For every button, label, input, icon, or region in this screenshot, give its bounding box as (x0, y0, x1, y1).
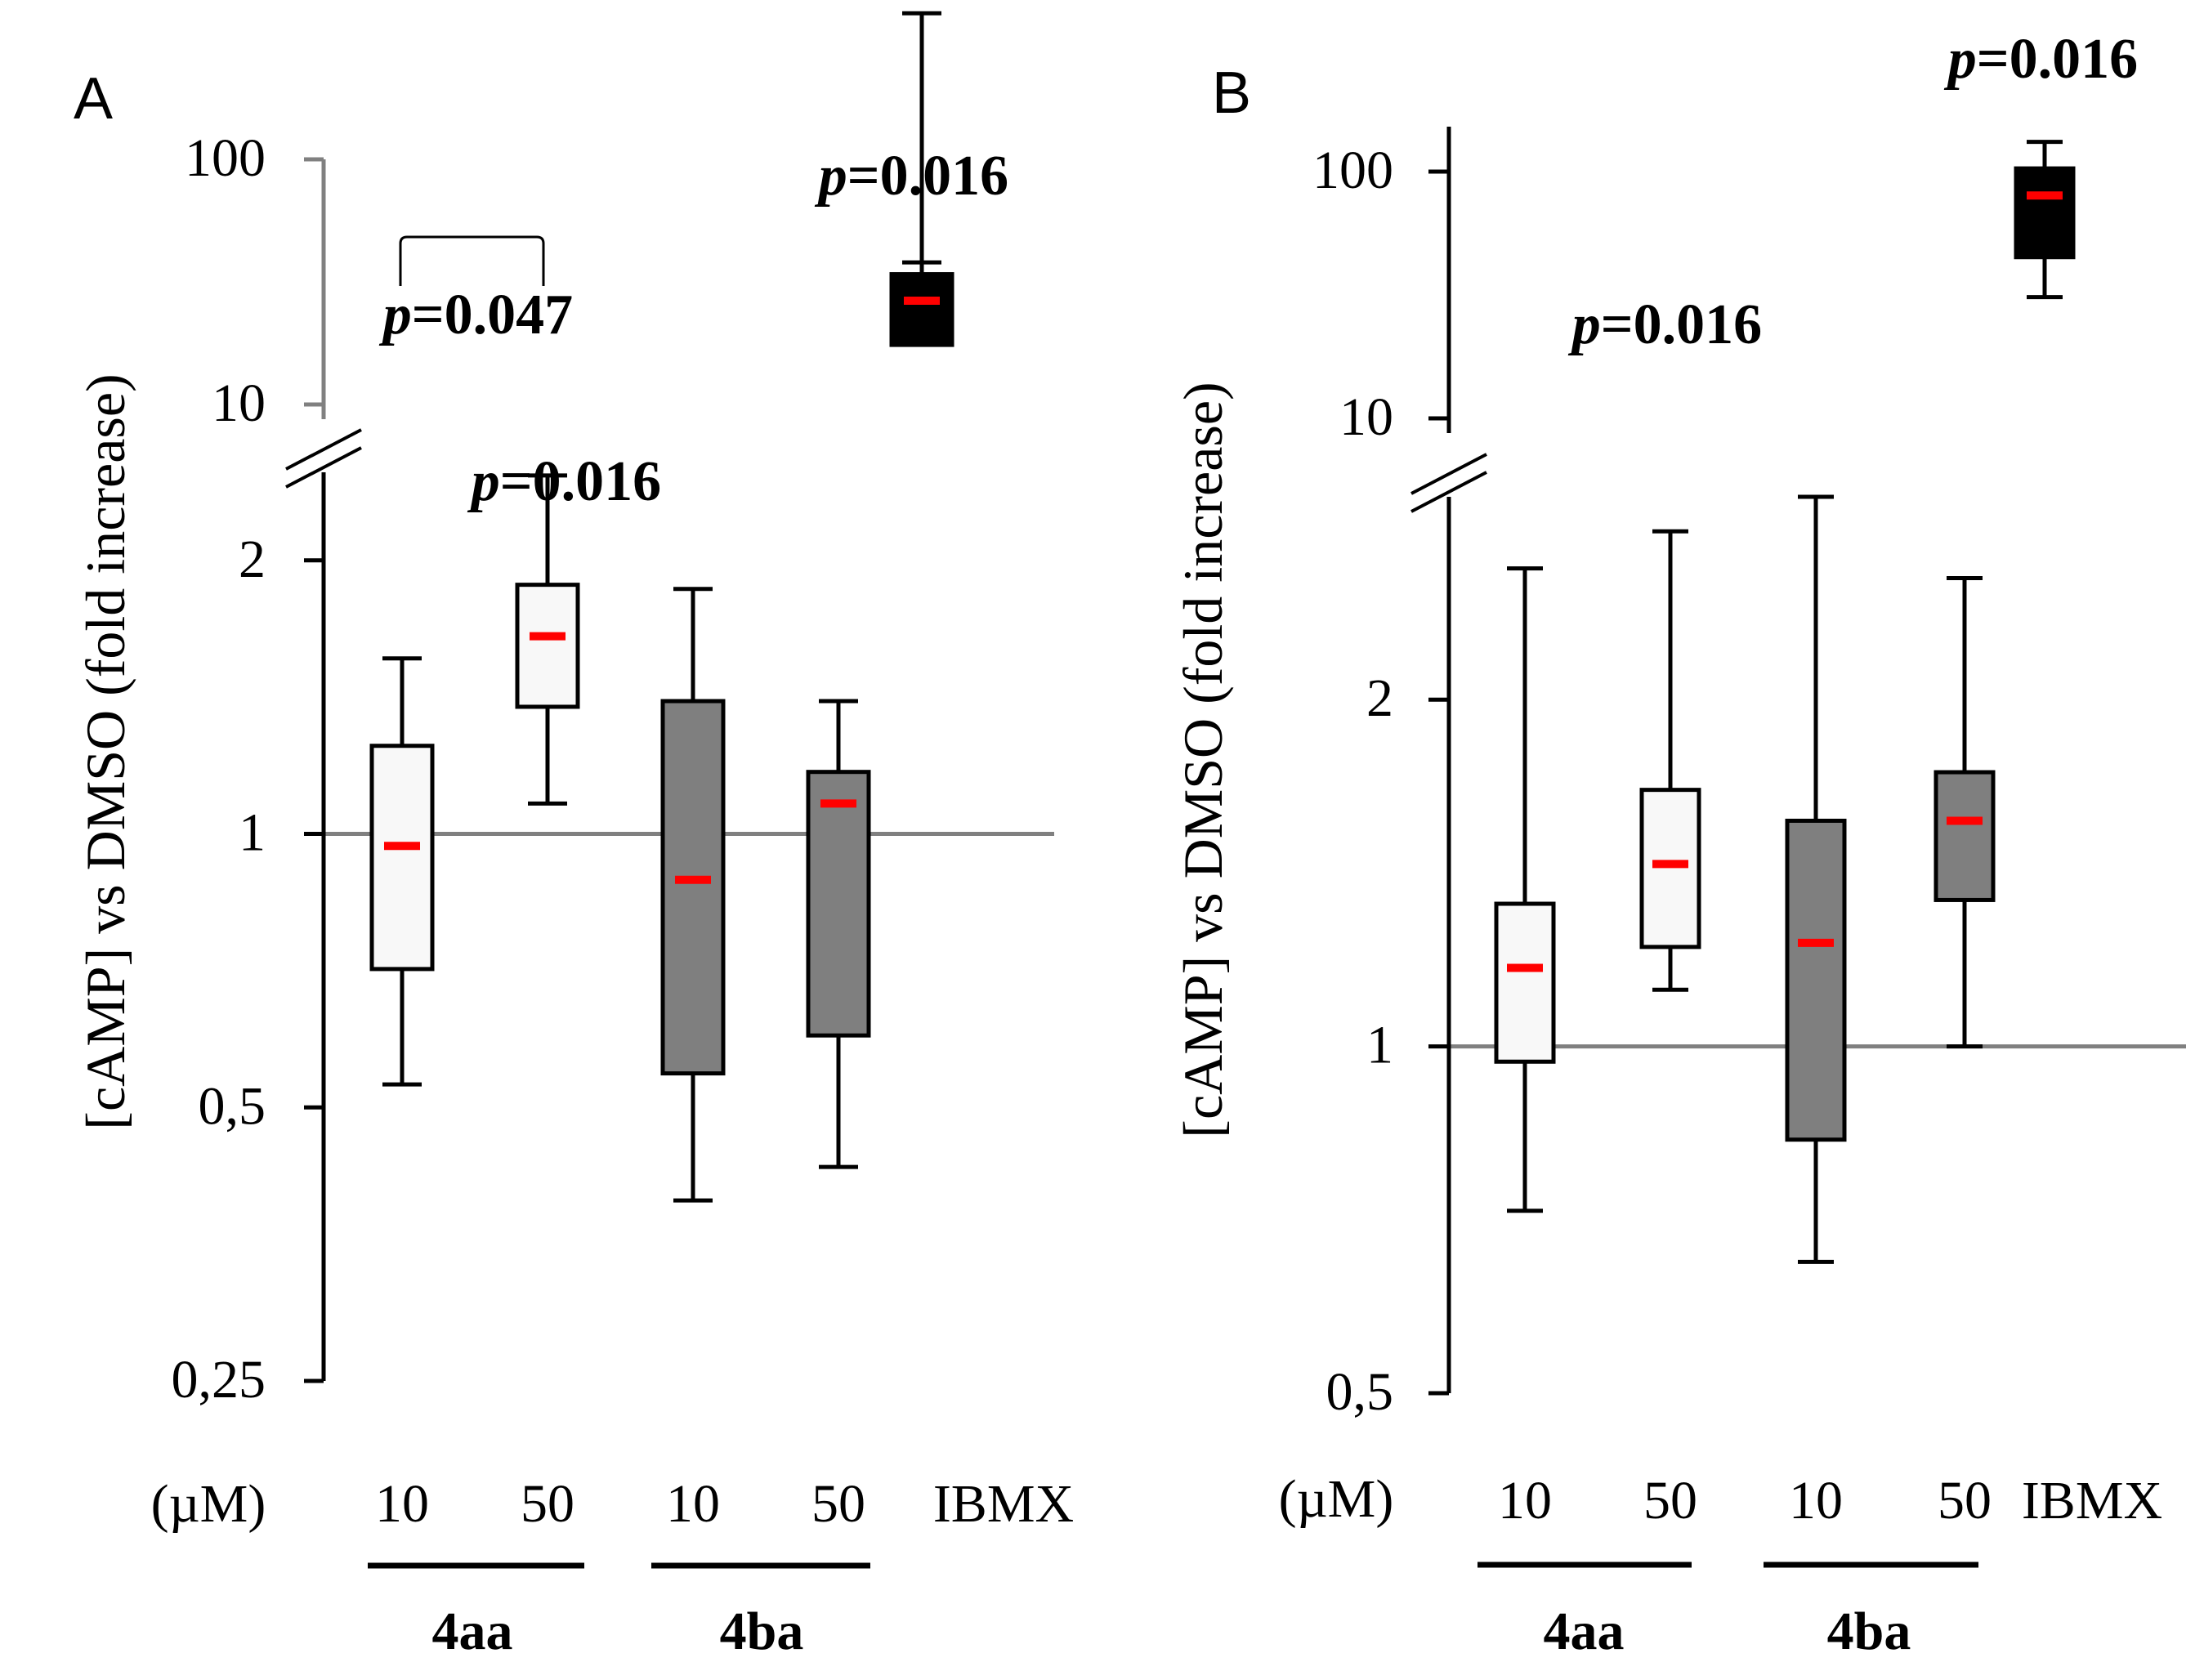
group-label: 4aa (432, 1602, 513, 1661)
box-4aa-50 (515, 473, 580, 806)
p-value-text: =0.016 (500, 450, 661, 513)
box-iqr (1785, 818, 1847, 1142)
box-4aa-50 (1639, 529, 1701, 992)
y-axis-label: [cAMP] vs DMSO (fold increase) (74, 373, 136, 1129)
unit-label: (µM) (1279, 1469, 1394, 1529)
box-iqr (806, 770, 871, 1038)
x-tick-label: 10 (1789, 1471, 1843, 1530)
p-symbol: p (1568, 293, 1601, 356)
group-label: 4aa (1544, 1602, 1625, 1661)
p-symbol: p (815, 145, 847, 208)
axis-break-mark (1410, 453, 1487, 495)
p-symbol: p (467, 450, 500, 513)
p-value-text: =0.016 (1601, 293, 1762, 356)
y-tick-label: 1 (1366, 1016, 1393, 1075)
axis-break-mark (285, 428, 362, 471)
box-4aa-10 (369, 656, 435, 1087)
p-value-annotation: p=0.047 (379, 284, 573, 346)
panel-b: B [cAMP] vs DMSO (fold increase) 0,5 1 2 10 10… (1172, 28, 2186, 1661)
y-tick-label: 1 (239, 803, 266, 863)
box-4ba-10 (1785, 494, 1847, 1264)
x-tick-label: 50 (1643, 1471, 1697, 1530)
box-ibmx-ibmx (889, 11, 954, 347)
x-tick-label: IBMX (2022, 1471, 2162, 1530)
box-iqr (1934, 770, 1996, 902)
box-iqr (369, 744, 435, 972)
group-label: 4ba (1827, 1602, 1911, 1661)
box-iqr (1494, 901, 1556, 1064)
x-tick-label: 50 (521, 1474, 574, 1534)
y-tick-label: 100 (185, 128, 266, 188)
box-iqr (2014, 166, 2076, 260)
x-tick-label: IBMX (933, 1474, 1074, 1534)
p-value-annotation: p=0.016 (815, 145, 1008, 208)
y-tick-label: 0,5 (199, 1076, 266, 1136)
axis-break-mark (285, 446, 362, 489)
box-4ba-50 (806, 699, 871, 1169)
group-label: 4ba (720, 1602, 804, 1661)
p-value-annotation: p=0.016 (467, 450, 661, 513)
box-iqr (515, 583, 580, 709)
y-tick-label: 2 (239, 529, 266, 589)
p-value-text: =0.016 (1977, 28, 2138, 91)
box-ibmx-ibmx (2014, 140, 2076, 300)
y-tick-label: 100 (1312, 141, 1393, 200)
p-value-annotation: p=0.016 (1944, 28, 2138, 91)
significance-bracket (399, 235, 545, 286)
axis-break-mark (1410, 471, 1487, 513)
x-tick-label: 10 (1498, 1471, 1552, 1530)
box-iqr (660, 699, 726, 1076)
y-tick-label: 10 (1339, 387, 1393, 447)
y-tick-label: 0,25 (172, 1350, 266, 1410)
box-4ba-50 (1934, 576, 1996, 1049)
y-axis-label: [cAMP] vs DMSO (fold increase) (1172, 382, 1234, 1137)
y-tick-label: 2 (1366, 668, 1393, 728)
x-tick-label: 50 (1938, 1471, 1992, 1530)
y-tick-label: 10 (212, 373, 266, 433)
unit-label: (µM) (151, 1474, 266, 1534)
p-value-annotation: p=0.016 (1568, 293, 1762, 356)
p-symbol: p (1944, 28, 1977, 91)
panel-a: A [cAMP] vs DMSO (fold increase) 0,25 0,5 1 2… (74, 11, 1074, 1661)
box-4aa-10 (1494, 566, 1556, 1213)
x-tick-label: 10 (375, 1474, 429, 1534)
x-tick-label: 50 (811, 1474, 865, 1534)
y-tick-label: 0,5 (1326, 1362, 1394, 1422)
box-iqr (889, 272, 954, 347)
box-iqr (1639, 788, 1701, 949)
p-value-text: =0.047 (412, 284, 573, 346)
p-value-text: =0.016 (847, 145, 1008, 208)
box-4ba-10 (660, 587, 726, 1203)
p-symbol: p (379, 284, 412, 346)
panel-label: B (1212, 60, 1251, 126)
panel-label: A (74, 66, 113, 132)
x-tick-label: 10 (666, 1474, 720, 1534)
